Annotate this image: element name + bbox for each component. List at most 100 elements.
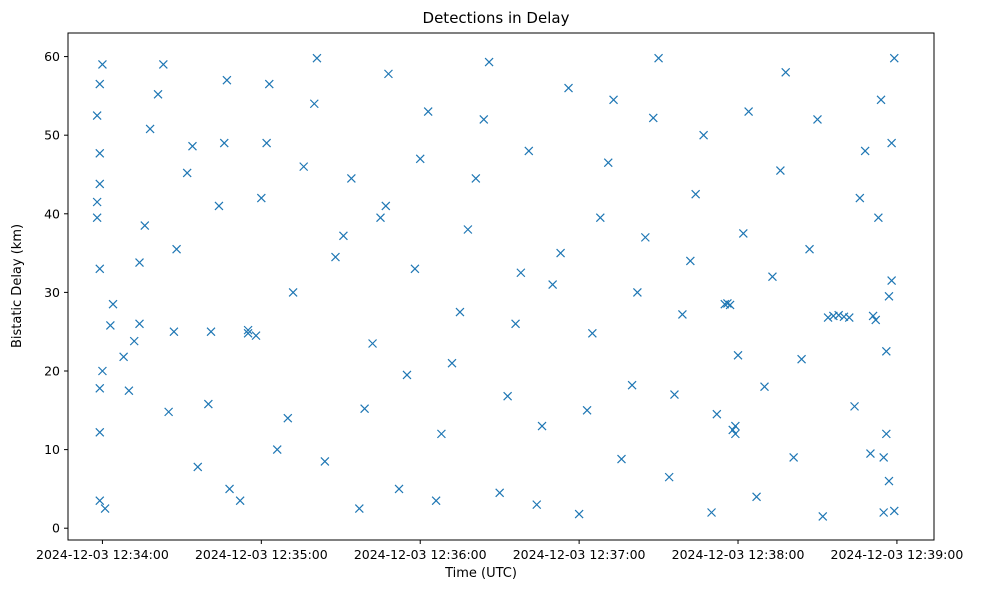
- detection-marker: [609, 95, 618, 105]
- detection-marker: [105, 320, 115, 330]
- detection-marker: [728, 425, 738, 435]
- x-tick-label: 2024-12-03 12:38:00: [672, 547, 805, 562]
- detection-marker: [402, 370, 412, 380]
- detection-marker: [855, 193, 865, 203]
- y-axis-ticks: 0 10 20 30 40 50 60: [44, 49, 68, 536]
- detection-marker: [158, 60, 168, 69]
- detection-marker: [723, 298, 732, 308]
- y-tick-label: 20: [44, 364, 60, 379]
- detection-marker: [532, 500, 542, 510]
- detection-marker: [664, 472, 674, 482]
- detection-marker: [730, 429, 740, 439]
- detection-marker: [153, 89, 163, 99]
- detection-marker: [206, 327, 216, 337]
- detection-marker: [781, 67, 791, 77]
- detection-marker: [95, 427, 105, 437]
- detection-marker: [384, 69, 393, 79]
- detection-marker: [873, 213, 883, 223]
- detection-marker: [844, 313, 854, 322]
- detection-marker: [243, 325, 253, 335]
- detection-marker: [415, 154, 425, 164]
- detection-marker: [484, 57, 494, 67]
- detection-marker: [511, 319, 520, 329]
- detection-marker: [866, 449, 875, 458]
- detection-marker: [797, 354, 807, 364]
- detection-marker: [331, 252, 340, 262]
- y-tick-label: 0: [52, 521, 60, 536]
- detection-marker: [436, 429, 446, 439]
- detection-marker: [733, 350, 743, 360]
- x-tick-label: 2024-12-03 12:36:00: [354, 547, 487, 562]
- detection-marker: [368, 339, 377, 348]
- detection-marker: [119, 352, 129, 362]
- detection-marker: [129, 336, 139, 346]
- detection-marker: [188, 141, 197, 151]
- detection-marker: [685, 256, 695, 266]
- detection-marker: [394, 484, 404, 494]
- detection-marker: [360, 404, 370, 414]
- detection-marker: [92, 197, 102, 207]
- detection-marker: [868, 311, 878, 321]
- detection-marker: [283, 413, 293, 423]
- detection-marker: [730, 421, 740, 431]
- detection-marker: [648, 113, 658, 123]
- detection-marker: [582, 405, 592, 415]
- detection-marker: [95, 179, 105, 189]
- detection-marker: [95, 79, 105, 89]
- x-tick-label: 2024-12-03 12:39:00: [831, 547, 964, 562]
- detection-marker: [262, 138, 272, 148]
- chart-title: Detections in Delay: [423, 9, 570, 27]
- detection-marker: [182, 168, 192, 178]
- detection-marker: [860, 146, 870, 156]
- detection-marker: [752, 492, 761, 502]
- detection-marker: [574, 509, 584, 519]
- y-tick-label: 50: [44, 128, 60, 143]
- detection-marker: [95, 264, 105, 274]
- detection-marker: [346, 173, 356, 183]
- detection-marker: [524, 146, 534, 156]
- detection-marker: [834, 310, 844, 320]
- detection-marker: [879, 453, 889, 462]
- detection-marker: [203, 399, 213, 409]
- detection-marker: [135, 319, 144, 329]
- detection-marker: [164, 407, 174, 417]
- detection-marker: [124, 386, 134, 396]
- detection-marker: [564, 83, 573, 93]
- detection-marker: [455, 307, 465, 317]
- detection-marker: [98, 60, 107, 69]
- detection-marker: [108, 299, 118, 309]
- detection-marker: [617, 454, 626, 464]
- detection-marker: [537, 421, 547, 431]
- detection-marker: [172, 244, 182, 254]
- detection-marker: [376, 213, 385, 223]
- detection-marker: [744, 107, 754, 117]
- detection-marker: [354, 504, 364, 513]
- detection-marker: [95, 496, 105, 506]
- detection-marker: [214, 201, 224, 211]
- data-markers: [92, 53, 899, 521]
- detection-marker: [447, 358, 457, 368]
- detection-marker: [288, 287, 298, 297]
- detection-marker: [251, 331, 261, 341]
- detection-marker: [760, 382, 769, 392]
- detection-marker: [299, 162, 309, 172]
- detection-marker: [889, 506, 899, 516]
- detection-marker: [871, 315, 881, 325]
- detection-marker: [100, 504, 110, 513]
- detection-marker: [312, 53, 322, 63]
- detection-marker: [471, 173, 481, 183]
- detection-marker: [98, 366, 107, 376]
- detection-marker: [503, 391, 513, 401]
- detection-marker: [884, 476, 894, 486]
- detection-marker: [410, 264, 420, 274]
- y-tick-label: 60: [44, 49, 60, 64]
- detection-marker: [884, 291, 894, 301]
- detection-marker: [135, 258, 144, 267]
- detection-marker: [495, 488, 505, 498]
- detection-marker: [627, 380, 637, 390]
- detection-marker: [423, 107, 433, 117]
- detection-marker: [805, 244, 814, 254]
- detection-marker: [850, 401, 859, 411]
- detection-marker: [548, 280, 558, 289]
